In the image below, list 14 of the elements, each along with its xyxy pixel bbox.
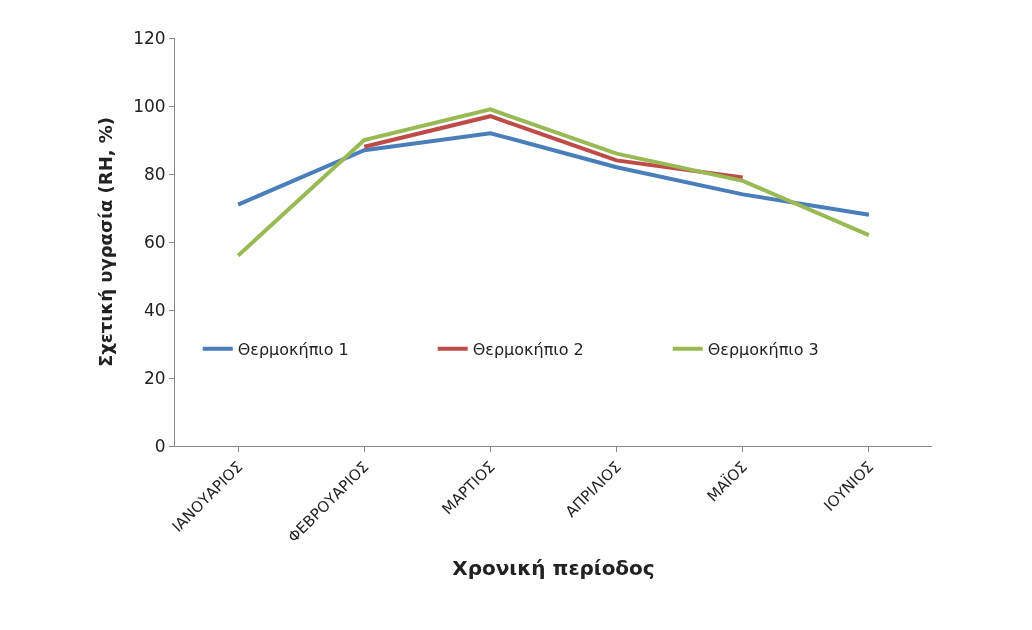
y-tick-label: 20 — [143, 367, 166, 388]
x-axis-title: Χρονική περίοδος — [452, 555, 655, 580]
y-axis-title: Σχετική υγρασία (RH, %) — [95, 116, 117, 368]
y-tick-label: 120 — [133, 27, 166, 48]
y-tick-label: 0 — [154, 435, 166, 456]
y-tick-label: 100 — [133, 95, 166, 116]
legend-label: Θερμοκήπιο 1 — [237, 339, 349, 359]
y-tick-label: 40 — [143, 299, 166, 320]
line-series — [236, 131, 871, 217]
y-tick-label: 80 — [143, 163, 166, 184]
line-series — [236, 107, 871, 258]
legend-label: Θερμοκήπιο 2 — [472, 339, 584, 359]
legend-label: Θερμοκήπιο 3 — [707, 339, 819, 359]
y-tick-label: 60 — [143, 231, 166, 252]
